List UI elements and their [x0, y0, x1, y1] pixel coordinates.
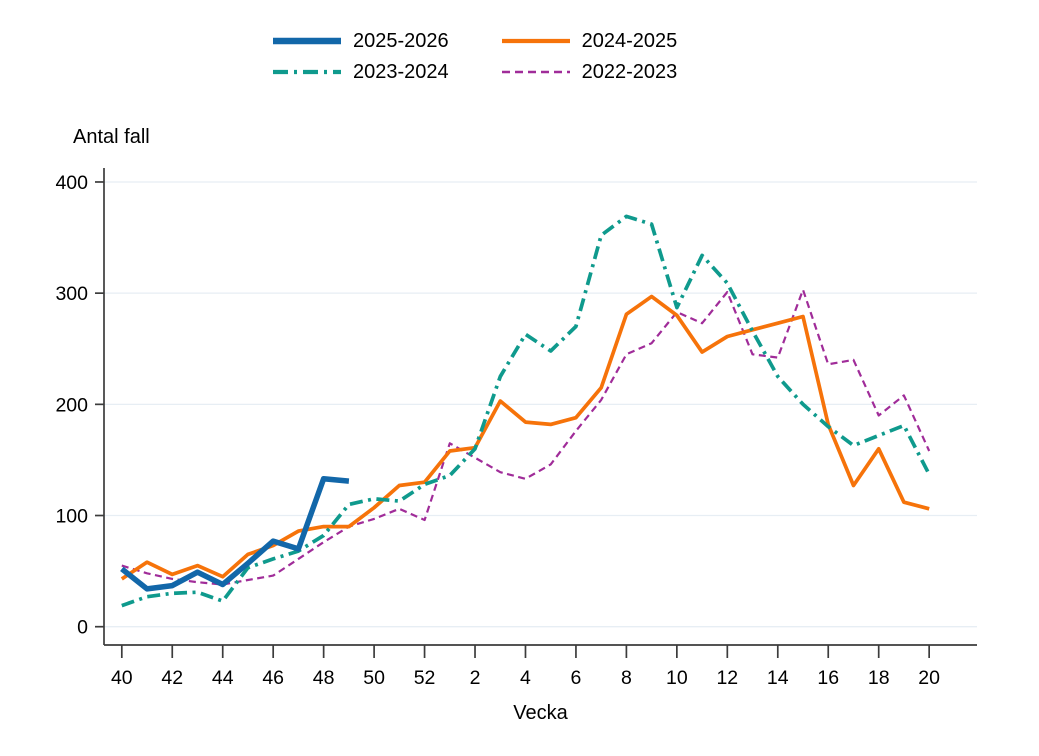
series-line-2024-2025 — [120, 294, 930, 581]
x-tick-label: 4 — [520, 667, 531, 689]
y-tick-label: 0 — [77, 617, 88, 639]
x-tick-label: 8 — [621, 667, 632, 689]
x-tick-label: 40 — [111, 667, 133, 689]
legend-label-2022-2023: 2022-2023 — [581, 61, 678, 83]
legend-item-2023-2024: 2023-2024 — [272, 61, 449, 83]
legend-line-2022-2023-icon — [501, 70, 570, 74]
y-axis-title: Antal fall — [73, 126, 150, 148]
legend-item-2024-2025: 2024-2025 — [501, 30, 678, 52]
x-tick-label: 18 — [868, 667, 890, 689]
x-tick-label: 52 — [414, 667, 436, 689]
x-axis-title: Vecka — [513, 702, 568, 724]
x-tick-label: 6 — [571, 667, 582, 689]
legend-label-2024-2025: 2024-2025 — [581, 30, 678, 52]
legend-item-2022-2023: 2022-2023 — [501, 61, 678, 83]
x-axis-ticks: 40 42 44 46 48 50 52 2 4 6 8 10 12 14 16 18 20 — [111, 645, 940, 689]
x-tick-label: 50 — [363, 667, 385, 689]
legend-line-2023-2024-icon — [273, 69, 341, 75]
series-line-2023-2024 — [121, 214, 931, 608]
x-tick-label: 44 — [212, 667, 234, 689]
y-tick-label: 100 — [55, 506, 88, 528]
x-tick-label: 46 — [262, 667, 284, 689]
gridlines — [104, 181, 977, 628]
series-line-2025-2026 — [120, 476, 350, 592]
legend-label-2025-2026: 2025-2026 — [353, 30, 449, 52]
x-tick-label: 48 — [313, 667, 335, 689]
x-tick-label: 16 — [817, 667, 839, 689]
series-lines — [120, 214, 931, 608]
legend-item-2025-2026: 2025-2026 — [272, 30, 449, 52]
y-tick-label: 300 — [55, 283, 88, 305]
x-tick-label: 42 — [161, 667, 183, 689]
y-tick-label: 200 — [55, 394, 88, 416]
x-tick-label: 12 — [716, 667, 738, 689]
x-tick-label: 10 — [666, 667, 688, 689]
legend-line-2024-2025-icon — [501, 38, 570, 44]
y-tick-label: 400 — [55, 172, 88, 194]
legend: 2025-2026 2024-2025 2023-2024 2022-2023 — [272, 30, 677, 83]
y-axis-ticks: 0 100 200 300 400 — [55, 172, 104, 639]
x-tick-label: 2 — [470, 667, 481, 689]
x-tick-label: 14 — [767, 667, 789, 689]
legend-label-2023-2024: 2023-2024 — [353, 61, 449, 83]
legend-line-2025-2026-icon — [273, 37, 341, 45]
x-tick-label: 20 — [918, 667, 940, 689]
